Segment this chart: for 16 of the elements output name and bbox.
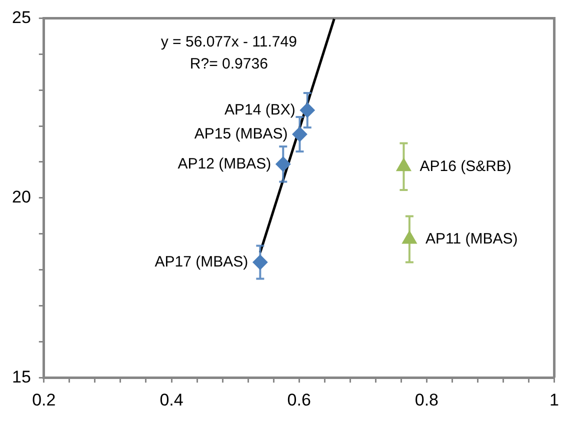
x-tick-label: 0.8 xyxy=(414,390,438,410)
annotation: R?= 0.9736 xyxy=(190,55,268,72)
y-tick-label: 15 xyxy=(12,367,31,386)
annotation: AP14 (BX) xyxy=(224,101,296,118)
x-tick-label: 0.4 xyxy=(160,390,184,410)
annotation: AP15 (MBAS) xyxy=(194,125,288,142)
y-tick-label: 20 xyxy=(12,188,31,207)
y-tick-label: 25 xyxy=(12,8,31,27)
x-tick-label: 1 xyxy=(550,390,560,410)
annotation: AP17 (MBAS) xyxy=(154,253,248,270)
annotation: AP11 (MBAS) xyxy=(425,230,518,248)
annotation: y = 56.077x - 11.749 xyxy=(160,33,297,50)
annotation: AP16 (S&RB) xyxy=(420,158,512,175)
x-tick-label: 0.2 xyxy=(32,390,56,410)
annotation: AP12 (MBAS) xyxy=(178,155,272,172)
x-tick-label: 0.6 xyxy=(287,390,311,410)
